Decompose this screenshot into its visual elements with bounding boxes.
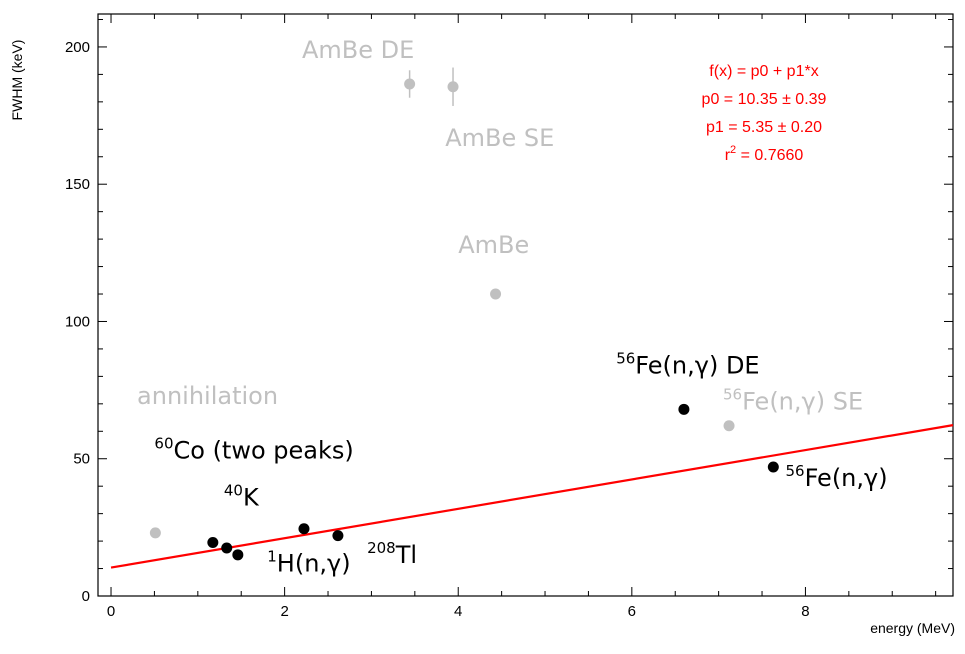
annotation-tl208: 208Tl [367, 539, 417, 569]
annotation-k40: 40K [224, 481, 260, 511]
annotation-text: AmBe SE [445, 124, 554, 152]
data-points [149, 67, 779, 561]
annotation-annihilation: annihilation [137, 382, 278, 410]
fit-parameters-box: f(x) = p0 + p1*x p0 = 10.35 ± 0.39 p1 = … [702, 63, 827, 164]
included-point [207, 536, 219, 548]
annotation-text: Fe(n,γ) DE [635, 352, 759, 380]
included-point [298, 523, 310, 535]
x-tick-label: 0 [107, 603, 115, 620]
excluded-point [149, 527, 161, 539]
annotation-co60: 60Co (two peaks) [154, 435, 353, 465]
annotation-superscript: 208 [367, 539, 396, 557]
annotation-superscript: 56 [723, 385, 742, 403]
annotation-text: AmBe [458, 231, 529, 259]
annotation-ambe-de: AmBe DE [302, 36, 414, 64]
x-tick-label: 8 [801, 603, 809, 620]
fit-line-group [110, 424, 954, 569]
plot-frame [97, 13, 954, 597]
x-tick-label: 2 [280, 603, 288, 620]
annotation-text: AmBe DE [302, 36, 414, 64]
x-tick-label: 4 [454, 603, 462, 620]
annotation-text: annihilation [137, 382, 278, 410]
excluded-point [404, 78, 416, 90]
included-point [332, 530, 344, 542]
excluded-point [723, 420, 735, 432]
plot-frame-rect [97, 13, 954, 597]
excluded-point [447, 81, 459, 93]
included-point [767, 461, 779, 473]
annotation-fe-ng-se: 56Fe(n,γ) SE [723, 385, 863, 415]
fit-p0: p0 = 10.35 ± 0.39 [702, 91, 827, 108]
annotation-superscript: 1 [267, 547, 277, 565]
annotation-fe-ng: 56Fe(n,γ) [785, 462, 887, 492]
fit-r2-base: r [725, 147, 731, 164]
annotation-superscript: 56 [616, 350, 635, 368]
annotation-text: Tl [395, 541, 417, 569]
annotation-fe-ng-de: 56Fe(n,γ) DE [616, 350, 759, 380]
fit-line [110, 424, 954, 569]
included-point [221, 542, 233, 554]
x-tick-label: 6 [628, 603, 636, 620]
y-axis-title: FWHM (keV) [9, 40, 25, 121]
x-axis-title: energy (MeV) [870, 620, 955, 636]
annotation-ambe: AmBe [458, 231, 529, 259]
annotation-text: K [243, 483, 260, 511]
axis-ticks: 0 2 4 6 8 0 50 100 150 200 [65, 14, 953, 620]
annotation-ambe-se: AmBe SE [445, 124, 554, 152]
included-point [678, 403, 690, 415]
annotation-text: H(n,γ) [277, 549, 351, 577]
annotation-superscript: 60 [154, 435, 173, 453]
y-tick-label: 50 [73, 451, 90, 468]
fit-r2-sup: 2 [730, 144, 736, 156]
annotation-superscript: 40 [224, 481, 243, 499]
included-point [232, 549, 244, 561]
annotations: AmBe DE AmBe SE AmBe annihilation 60Co (two … [137, 36, 888, 577]
y-tick-label: 150 [65, 176, 90, 193]
annotation-text: Fe(n,γ) SE [742, 387, 863, 415]
annotation-h-ng: 1H(n,γ) [267, 547, 350, 577]
y-tick-label: 100 [65, 313, 90, 330]
fit-r2: r2 = 0.7660 [725, 144, 804, 164]
annotation-superscript: 56 [785, 462, 804, 480]
fit-formula: f(x) = p0 + p1*x [709, 63, 818, 80]
y-tick-label: 0 [82, 588, 90, 605]
fit-p1: p1 = 5.35 ± 0.20 [706, 119, 822, 136]
annotation-text: Fe(n,γ) [805, 464, 888, 492]
fit-r2-value: = 0.7660 [736, 147, 803, 164]
excluded-point [490, 288, 502, 300]
y-tick-label: 200 [65, 39, 90, 56]
annotation-text: Co (two peaks) [174, 437, 354, 465]
